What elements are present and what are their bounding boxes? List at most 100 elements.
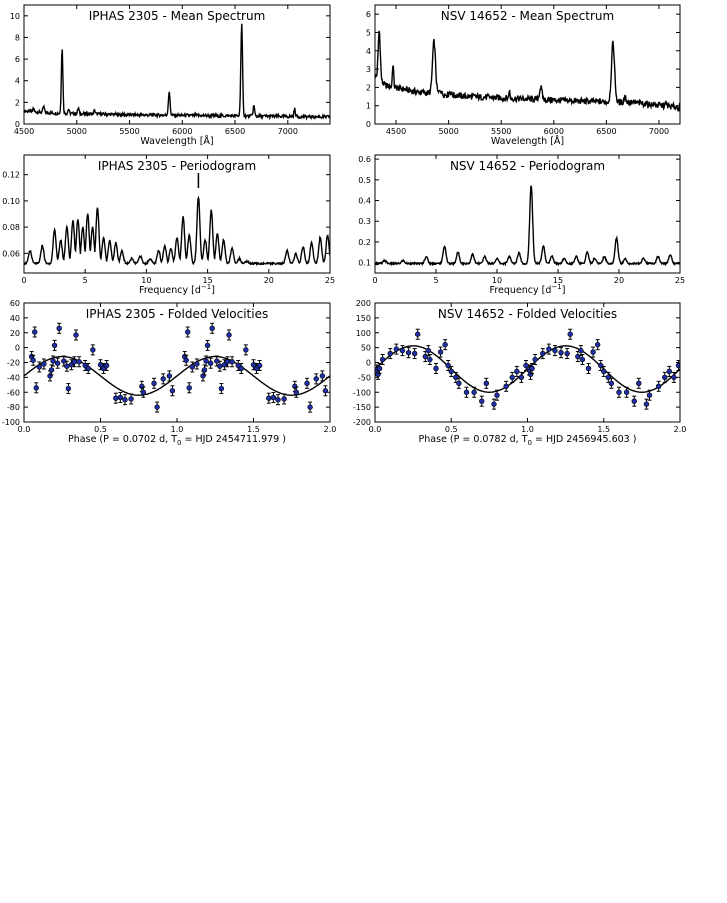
velocity-point bbox=[201, 364, 208, 376]
velocity-marker bbox=[453, 374, 459, 381]
velocity-point bbox=[655, 380, 662, 392]
velocity-point bbox=[494, 389, 500, 401]
velocity-marker bbox=[456, 380, 462, 387]
velocity-marker bbox=[65, 385, 72, 392]
chart-title: IPHAS 2305 - Mean Spectrum bbox=[89, 9, 266, 23]
y-tick-label: 0.5 bbox=[358, 176, 371, 185]
y-tick-label: 0 bbox=[15, 344, 20, 353]
velocity-point bbox=[552, 345, 558, 357]
velocity-point bbox=[33, 382, 39, 394]
velocity-point bbox=[471, 386, 477, 398]
velocity-marker bbox=[393, 346, 400, 352]
x-tick-label: 25 bbox=[325, 276, 335, 285]
velocity-marker bbox=[509, 374, 515, 381]
y-tick-label: 3 bbox=[366, 65, 371, 74]
y-tick-label: 100 bbox=[356, 329, 371, 338]
panel-nsv-velocities: NSV 14652 - Folded Velocities 0.0 0.5 1.0 1.… bbox=[353, 299, 687, 447]
y-tick-label: 0 bbox=[15, 120, 20, 129]
velocity-point bbox=[479, 395, 485, 407]
velocity-point bbox=[128, 393, 134, 405]
velocity-point bbox=[546, 343, 552, 355]
x-tick-label: 20 bbox=[614, 276, 624, 285]
velocity-marker bbox=[433, 365, 439, 372]
velocity-marker bbox=[217, 363, 223, 369]
x-axis-label: Frequency [d−1] bbox=[139, 283, 215, 296]
velocity-marker bbox=[564, 350, 570, 357]
velocity-marker bbox=[207, 360, 214, 366]
y-tick-label: -200 bbox=[353, 418, 371, 427]
velocity-point bbox=[675, 359, 680, 371]
velocity-point bbox=[71, 356, 78, 368]
velocity-marker bbox=[483, 380, 490, 387]
velocity-point bbox=[594, 339, 601, 351]
spectrum-line bbox=[24, 23, 330, 121]
velocity-marker bbox=[448, 368, 454, 375]
x-tick-label: 0 bbox=[372, 276, 377, 285]
velocity-point bbox=[433, 362, 439, 374]
velocity-marker bbox=[425, 347, 432, 354]
x-tick-label: 2.0 bbox=[674, 425, 687, 434]
velocity-point bbox=[575, 351, 581, 363]
y-tick-label: 4 bbox=[366, 47, 371, 56]
velocity-marker bbox=[411, 350, 418, 357]
velocity-point bbox=[666, 365, 673, 377]
velocity-marker bbox=[183, 357, 189, 363]
velocity-point bbox=[483, 377, 490, 389]
y-tick-label: 40 bbox=[10, 314, 20, 323]
x-tick-label: 5 bbox=[433, 276, 438, 285]
velocity-point bbox=[491, 398, 497, 410]
velocity-point bbox=[183, 354, 189, 366]
x-tick-label: 2.0 bbox=[324, 425, 337, 434]
y-tick-label: 10 bbox=[10, 12, 20, 21]
velocity-point bbox=[64, 360, 70, 372]
plot-frame bbox=[23, 302, 331, 423]
velocity-marker bbox=[376, 365, 383, 372]
velocity-point bbox=[32, 326, 38, 338]
x-axis-label: Wavelength [Å] bbox=[491, 135, 564, 147]
velocity-marker bbox=[204, 342, 211, 349]
velocity-marker bbox=[503, 383, 509, 389]
velocity-marker bbox=[578, 347, 584, 354]
x-tick-label: 4500 bbox=[14, 127, 34, 136]
velocity-marker bbox=[558, 349, 564, 356]
velocity-marker bbox=[266, 395, 272, 401]
velocity-marker bbox=[546, 346, 552, 352]
velocity-marker bbox=[33, 385, 39, 391]
velocity-marker bbox=[270, 394, 277, 401]
velocity-marker bbox=[36, 364, 42, 370]
velocity-marker bbox=[523, 362, 529, 369]
y-tick-label: 0.4 bbox=[358, 197, 371, 206]
y-tick-label: -20 bbox=[7, 359, 20, 368]
velocity-marker bbox=[275, 396, 281, 403]
x-tick-label: 4500 bbox=[386, 127, 406, 136]
velocity-marker bbox=[601, 368, 607, 375]
velocity-marker bbox=[675, 362, 680, 369]
x-tick-label: 0.5 bbox=[445, 425, 458, 434]
velocity-marker bbox=[415, 331, 421, 337]
velocity-marker bbox=[103, 362, 110, 369]
velocity-marker bbox=[151, 380, 157, 387]
panel-nsv-periodogram: NSV 14652 - Periodogram 0 5 10 15 20 25 0.1 0.2 0… bbox=[358, 154, 685, 296]
velocity-marker bbox=[50, 358, 56, 364]
velocity-marker bbox=[616, 389, 622, 395]
velocity-point bbox=[229, 356, 235, 368]
velocity-marker bbox=[463, 389, 470, 395]
velocity-point bbox=[160, 373, 166, 385]
y-tick-label: 0 bbox=[366, 120, 371, 129]
velocity-marker bbox=[529, 365, 535, 372]
velocity-point bbox=[189, 361, 196, 373]
velocity-point bbox=[281, 393, 287, 405]
velocity-point bbox=[73, 329, 79, 341]
spectrum-line bbox=[375, 30, 680, 113]
velocity-point bbox=[36, 361, 42, 373]
velocity-marker bbox=[186, 385, 192, 391]
chart-title: IPHAS 2305 - Folded Velocities bbox=[86, 307, 268, 321]
x-tick-label: 0.0 bbox=[369, 425, 382, 434]
velocity-marker bbox=[491, 401, 497, 407]
y-tick-label: -60 bbox=[7, 388, 20, 397]
velocity-marker bbox=[671, 374, 677, 381]
velocity-marker bbox=[41, 361, 47, 367]
velocity-point bbox=[585, 362, 592, 374]
velocity-point bbox=[463, 386, 470, 398]
